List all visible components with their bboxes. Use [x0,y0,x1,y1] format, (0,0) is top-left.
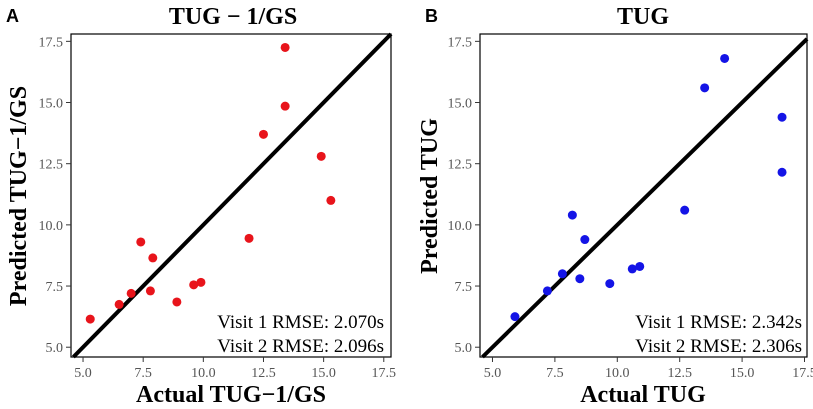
panel-b-x-tick-label: 5.0 [484,366,502,381]
panel-a-data-point [258,129,268,139]
panel-a-identity-line [71,32,393,359]
panel-b-x-tick-label: 17.5 [792,366,813,381]
panel-b-x-tick-label: 10.0 [605,366,630,381]
panel-a-data-point [85,314,95,324]
panel-a-marks: 5.0 7.5 10.0 12.5 15.0 17.5 5.0 7.5 10.0 12.5 15.0… [39,32,397,381]
panel-a-data-point [244,233,254,243]
panel-a-data-point [316,151,326,161]
panel-a-data-point [136,237,146,247]
panel-a-data-point [172,297,182,307]
panel-a-data-point [145,286,155,296]
panel-a-title: TUG − 1/GS [169,4,297,30]
panel-a-x-tick-label: 7.5 [134,366,152,381]
panel-b-y-tick-label: 17.5 [448,35,473,50]
panel-a-y-axis-label: Predicted TUG−1/GS [6,86,32,306]
panel-b-data-point [700,83,710,93]
panel-b-y-axis-label: Predicted TUG [417,118,443,274]
panel-a: A TUG − 1/GS 5.0 7.5 10.0 12.5 15.0 17.5 5.0 7.… [6,4,396,408]
panel-a-y-tick-label: 12.5 [39,158,64,173]
panel-a-rmse-visit1: Visit 1 RMSE: 2.070s [217,312,384,333]
panel-b-data-point [510,312,520,322]
panel-b-rmse-visit2: Visit 2 RMSE: 2.306s [635,336,802,357]
panel-b-y-tick-label: 7.5 [455,280,473,295]
panel-a-y-tick-label: 17.5 [39,35,64,50]
panel-a-plot-frame [70,33,392,358]
panel-b-marks: 5.0 7.5 10.0 12.5 15.0 17.5 5.0 7.5 10.0 12.5 15.0… [448,35,813,381]
panel-a-y-tick-label: 5.0 [46,341,64,356]
panel-a-x-tick-label: 15.0 [311,366,336,381]
panel-a-y-tick-label: 7.5 [46,280,64,295]
panel-b-data-point [557,269,567,279]
panel-b-letter: B [425,6,438,26]
panel-b-x-axis-label: Actual TUG [580,382,706,408]
panel-b-data-point [605,279,615,289]
panel-b-y-tick-label: 12.5 [448,158,473,173]
panel-b-title: TUG [617,4,669,30]
panel-a-x-tick-label: 12.5 [251,366,276,381]
panel-b-data-point [777,112,787,122]
panel-a-data-point [280,101,290,111]
panel-a-data-point [280,42,290,52]
panel-b-x-tick-label: 12.5 [667,366,692,381]
panel-a-x-tick-label: 5.0 [74,366,92,381]
panel-b-plot-frame [479,33,808,358]
panel-b-data-point [542,286,552,296]
panel-b-data-point [627,264,637,274]
panel-b-y-tick-label: 10.0 [448,219,473,234]
panel-a-letter: A [6,6,19,26]
panel-a-y-tick-label: 15.0 [39,97,64,112]
panel-b-data-point [635,261,645,271]
panel-a-x-tick-label: 10.0 [191,366,216,381]
panel-b-y-tick-label: 5.0 [455,341,473,356]
panel-b-data-point [720,53,730,63]
panel-a-data-point [114,299,124,309]
panel-b-data-point [777,167,787,177]
panel-a-data-point [126,288,136,298]
panel-a-data-point [196,277,206,287]
panel-b-y-tick-label: 15.0 [448,97,473,112]
panel-b: B TUG 5.0 7.5 10.0 12.5 15.0 17.5 5.0 7.5 10.0 12… [417,4,813,408]
panel-a-y-tick-label: 10.0 [39,219,64,234]
panel-a-data-point [148,253,158,263]
panel-b-rmse-visit1: Visit 1 RMSE: 2.342s [635,312,802,333]
panel-b-data-point [567,210,577,220]
panel-a-x-axis-label: Actual TUG−1/GS [136,382,326,408]
panel-b-data-point [575,274,585,284]
panel-b-data-point [580,235,590,245]
panel-a-rmse-visit2: Visit 2 RMSE: 2.096s [217,336,384,357]
panel-b-x-tick-label: 7.5 [546,366,564,381]
panel-a-data-point [189,280,199,290]
panel-b-data-point [680,205,690,215]
panel-b-x-tick-label: 15.0 [730,366,755,381]
panel-a-data-point [326,195,336,205]
panel-b-identity-line [481,37,809,359]
panel-a-x-tick-label: 17.5 [372,366,397,381]
